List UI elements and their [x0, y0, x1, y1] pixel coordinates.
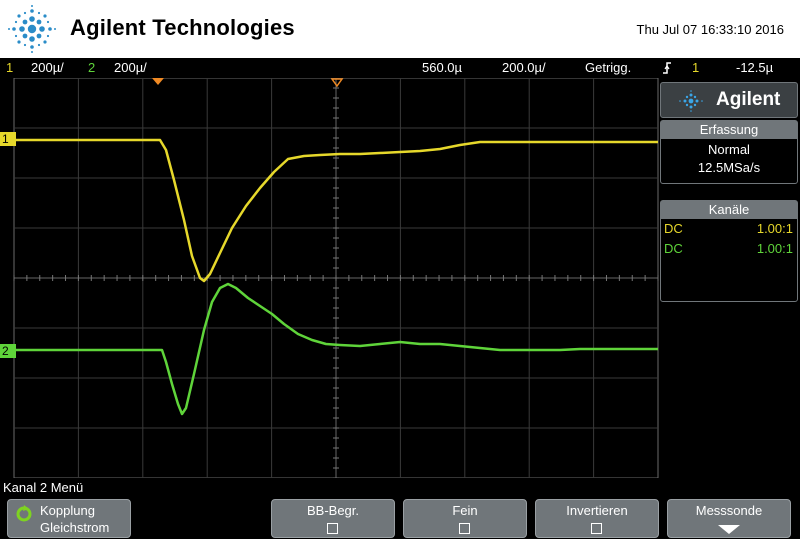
invert-checkbox[interactable] [591, 523, 602, 534]
trigger-mode[interactable]: Getrigg. [585, 60, 632, 75]
graticule-grid [13, 78, 659, 478]
ch1-probe-ratio: 1.00:1 [756, 221, 793, 236]
panel-logo-text: Agilent [716, 89, 781, 110]
ch1-waveform-trace [14, 138, 658, 283]
ch1-marker-label: 1 [2, 132, 9, 146]
bw-limit-label: BB-Begr. [306, 503, 360, 518]
channels-box: Kanäle DC 1.00:1 DC 1.00:1 [660, 200, 798, 302]
trigger-source[interactable]: 1 [692, 60, 700, 75]
timebase-scale[interactable]: 200.0µ/ [502, 60, 546, 75]
ch2-info-row: DC 1.00:1 [661, 239, 797, 259]
trigger-level[interactable]: -12.5µ [736, 60, 774, 75]
acquisition-mode: Normal [708, 142, 750, 157]
ch2-probe-ratio: 1.00:1 [756, 241, 793, 256]
trigger-delay[interactable]: 560.0µ [422, 60, 463, 75]
ch2-number[interactable]: 2 [88, 60, 96, 75]
waveform-display[interactable]: 1 2 [0, 78, 660, 478]
softkey-bar: Kopplung Gleichstrom BB-Begr. Fein Inver… [0, 497, 800, 539]
menu-title: Kanal 2 Menü [3, 480, 84, 495]
sample-rate: 12.5MSa/s [697, 160, 761, 175]
ch2-ground-marker: 2 [0, 344, 16, 358]
ch1-info-row: DC 1.00:1 [661, 219, 797, 239]
invert-label: Invertieren [566, 503, 628, 518]
brand-title: Agilent Technologies [70, 15, 295, 40]
agilent-spark-small-icon [679, 90, 703, 112]
fine-checkbox[interactable] [459, 523, 470, 534]
trigger-position-marker-icon [152, 78, 164, 85]
acquisition-title: Erfassung [661, 121, 797, 139]
status-bar: 1 200µ/ 2 200µ/ 560.0µ 200.0µ/ Getrigg. … [0, 58, 800, 78]
entry-knob-icon [16, 505, 32, 522]
ch1-ground-marker: 1 [0, 132, 16, 146]
probe-softkey[interactable]: Messsonde [667, 499, 791, 538]
channels-title: Kanäle [661, 201, 797, 219]
bw-limit-softkey[interactable]: BB-Begr. [271, 499, 395, 538]
coupling-label: Kopplung [40, 503, 95, 518]
trigger-edge-icon [663, 62, 671, 74]
date-time: Thu Jul 07 16:33:10 2016 [636, 22, 784, 37]
ch1-number[interactable]: 1 [6, 60, 14, 75]
fine-label: Fein [452, 503, 478, 518]
panel-logo: Agilent [660, 82, 798, 118]
ch1-scale[interactable]: 200µ/ [31, 60, 64, 75]
coupling-softkey[interactable]: Kopplung Gleichstrom [7, 499, 131, 538]
ch2-scale[interactable]: 200µ/ [114, 60, 147, 75]
delay-reference-marker-icon [330, 78, 344, 88]
ch2-coupling: DC [664, 241, 683, 256]
ch2-waveform-trace [14, 282, 658, 416]
acquisition-box: Erfassung Normal 12.5MSa/s [660, 120, 798, 184]
header-bar: Agilent Technologies Thu Jul 07 16:33:10… [0, 0, 800, 58]
probe-label: Messsonde [695, 503, 763, 518]
submenu-arrow-icon [718, 525, 740, 534]
info-panel: Agilent Erfassung Normal 12.5MSa/s Kanäl… [660, 78, 800, 478]
ch2-marker-label: 2 [2, 344, 9, 358]
agilent-spark-logo-icon [8, 5, 56, 53]
fine-softkey[interactable]: Fein [403, 499, 527, 538]
coupling-value: Gleichstrom [40, 520, 110, 535]
ch1-coupling: DC [664, 221, 683, 236]
invert-softkey[interactable]: Invertieren [535, 499, 659, 538]
bw-limit-checkbox[interactable] [327, 523, 338, 534]
